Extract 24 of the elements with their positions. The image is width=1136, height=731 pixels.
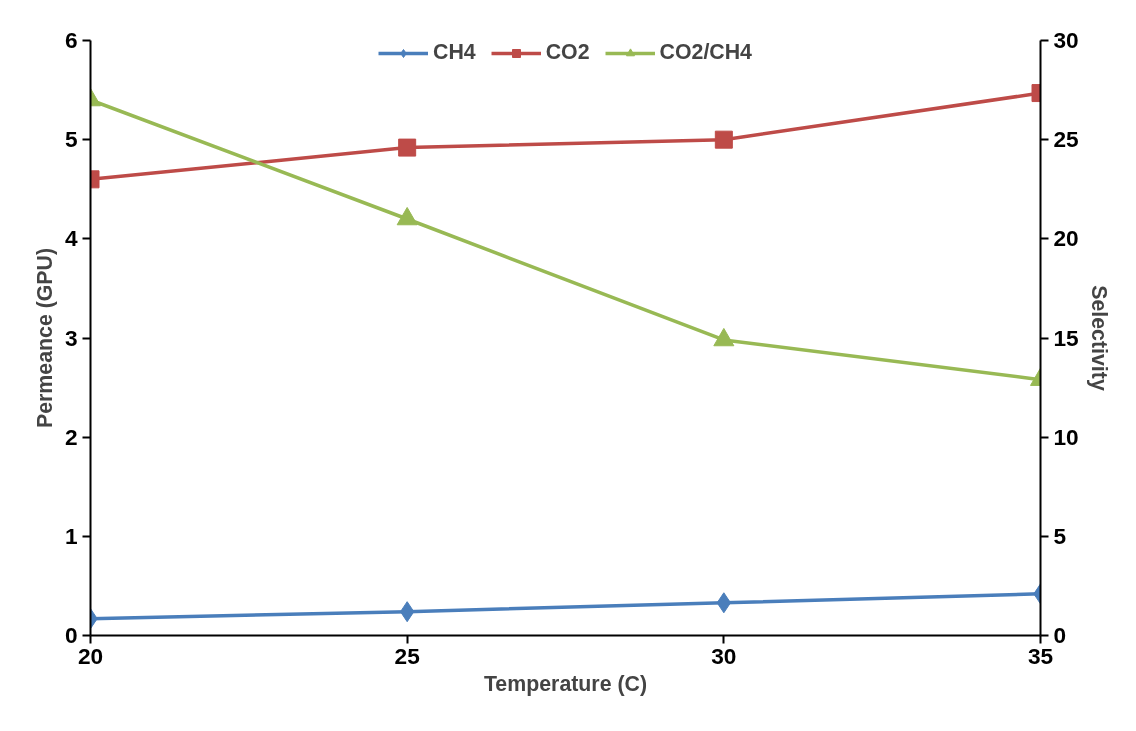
y2-tick-label: 10: [1053, 423, 1079, 450]
y-tick-label: 6: [64, 27, 78, 53]
x-axis-title: Temperature (C): [483, 671, 648, 696]
x-tick-label: 30: [711, 642, 737, 669]
y2-tick-label: 0: [1053, 622, 1067, 648]
y2-tick-label: 30: [1053, 27, 1079, 53]
y2-axis-title: Selectivity: [1086, 285, 1111, 391]
y-tick-label: 0: [64, 622, 78, 648]
y2-tick-label: 5: [1053, 522, 1067, 549]
x-tick-label: 35: [1027, 642, 1054, 669]
y-tick-label: 3: [64, 324, 78, 351]
y2-tick-label: 20: [1053, 225, 1079, 252]
legend-label: CO2: [545, 40, 590, 65]
y-axis-title: Permeance (GPU): [32, 247, 57, 429]
y2-tick-label: 25: [1053, 126, 1079, 153]
x-tick-label: 20: [77, 642, 104, 669]
x-tick-label: 25: [394, 642, 420, 669]
y-tick-label: 1: [64, 522, 78, 549]
legend-label: CH4: [433, 40, 476, 65]
y-tick-label: 5: [64, 126, 78, 153]
y2-tick-label: 15: [1053, 324, 1079, 351]
y-tick-label: 4: [64, 225, 78, 252]
legend-label: CO2/CH4: [659, 40, 752, 65]
y-tick-label: 2: [64, 423, 78, 450]
